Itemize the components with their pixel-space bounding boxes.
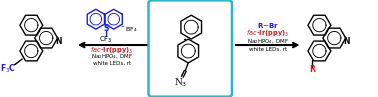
FancyBboxPatch shape (149, 0, 232, 97)
Text: white LEDs, rt: white LEDs, rt (93, 60, 131, 65)
Text: Na$_2$HPO$_4$, DMF: Na$_2$HPO$_4$, DMF (91, 53, 133, 61)
Text: N$_3$: N$_3$ (174, 77, 187, 89)
Text: N: N (55, 37, 61, 46)
Text: $^+$: $^+$ (107, 24, 113, 29)
Text: S: S (103, 24, 108, 33)
Text: $^-$BF$_4$: $^-$BF$_4$ (120, 25, 138, 34)
Text: F$_3$C: F$_3$C (0, 63, 17, 75)
Text: N: N (343, 37, 349, 46)
Text: R$-$Br: R$-$Br (257, 21, 279, 30)
Text: R: R (310, 65, 315, 74)
Text: Na$_2$HPO$_4$, DMF: Na$_2$HPO$_4$, DMF (247, 38, 289, 46)
Text: $\it{fac}$-Ir(ppy)$_3$: $\it{fac}$-Ir(ppy)$_3$ (246, 29, 289, 39)
Text: $\it{fac}$-Ir(ppy)$_3$: $\it{fac}$-Ir(ppy)$_3$ (90, 46, 133, 56)
Text: white LEDs, rt: white LEDs, rt (249, 46, 287, 52)
Text: CF$_3$: CF$_3$ (99, 35, 113, 45)
